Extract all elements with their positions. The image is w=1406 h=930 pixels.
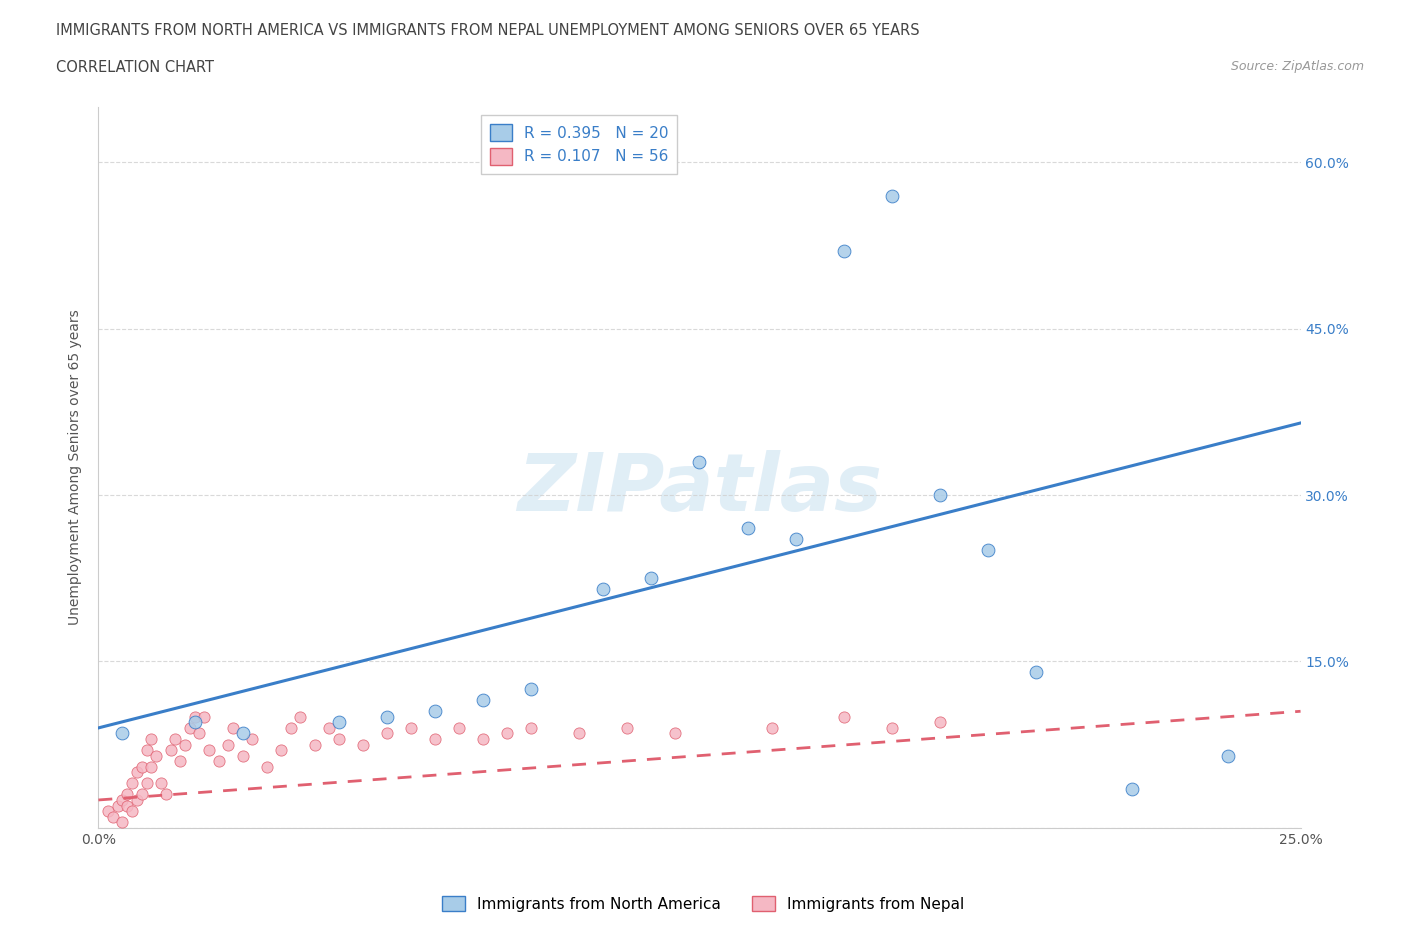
Point bbox=[183, 710, 205, 724]
Point bbox=[928, 487, 950, 502]
Point bbox=[472, 693, 495, 708]
Point bbox=[149, 776, 172, 790]
Point bbox=[520, 721, 543, 736]
Point bbox=[352, 737, 374, 752]
Point bbox=[125, 792, 148, 807]
Point bbox=[496, 726, 519, 741]
Point bbox=[101, 809, 124, 824]
Point bbox=[131, 787, 153, 802]
Point bbox=[423, 732, 446, 747]
Text: IMMIGRANTS FROM NORTH AMERICA VS IMMIGRANTS FROM NEPAL UNEMPLOYMENT AMONG SENIOR: IMMIGRANTS FROM NORTH AMERICA VS IMMIGRA… bbox=[56, 23, 920, 38]
Point bbox=[616, 721, 638, 736]
Point bbox=[737, 521, 759, 536]
Point bbox=[664, 726, 686, 741]
Point bbox=[145, 748, 167, 763]
Point bbox=[328, 732, 350, 747]
Point bbox=[447, 721, 470, 736]
Text: Source: ZipAtlas.com: Source: ZipAtlas.com bbox=[1230, 60, 1364, 73]
Point bbox=[141, 732, 163, 747]
Point bbox=[131, 759, 153, 774]
Point bbox=[270, 743, 292, 758]
Point bbox=[689, 455, 711, 470]
Point bbox=[141, 759, 163, 774]
Point bbox=[165, 732, 187, 747]
Point bbox=[111, 726, 134, 741]
Point bbox=[121, 804, 143, 818]
Point bbox=[375, 726, 398, 741]
Point bbox=[280, 721, 302, 736]
Point bbox=[880, 721, 903, 736]
Point bbox=[785, 532, 807, 547]
Point bbox=[174, 737, 197, 752]
Point bbox=[188, 726, 211, 741]
Point bbox=[304, 737, 326, 752]
Text: CORRELATION CHART: CORRELATION CHART bbox=[56, 60, 214, 75]
Point bbox=[111, 815, 134, 830]
Point bbox=[97, 804, 120, 818]
Point bbox=[117, 798, 139, 813]
Point bbox=[179, 721, 201, 736]
Point bbox=[472, 732, 495, 747]
Point bbox=[977, 543, 1000, 558]
Point bbox=[240, 732, 263, 747]
Legend: Immigrants from North America, Immigrants from Nepal: Immigrants from North America, Immigrant… bbox=[436, 889, 970, 918]
Y-axis label: Unemployment Among Seniors over 65 years: Unemployment Among Seniors over 65 years bbox=[69, 310, 83, 625]
Point bbox=[107, 798, 129, 813]
Point bbox=[761, 721, 783, 736]
Point bbox=[222, 721, 245, 736]
Point bbox=[159, 743, 181, 758]
Point bbox=[399, 721, 422, 736]
Point bbox=[183, 715, 205, 730]
Point bbox=[117, 787, 139, 802]
Point bbox=[318, 721, 340, 736]
Point bbox=[208, 753, 231, 768]
Point bbox=[155, 787, 177, 802]
Text: ZIPatlas: ZIPatlas bbox=[517, 450, 882, 528]
Point bbox=[193, 710, 215, 724]
Point bbox=[1121, 781, 1143, 796]
Point bbox=[640, 571, 662, 586]
Point bbox=[375, 710, 398, 724]
Point bbox=[198, 743, 221, 758]
Point bbox=[232, 748, 254, 763]
Point bbox=[217, 737, 239, 752]
Point bbox=[592, 582, 614, 597]
Point bbox=[111, 792, 134, 807]
Point bbox=[328, 715, 350, 730]
Point bbox=[290, 710, 312, 724]
Point bbox=[232, 726, 254, 741]
Point bbox=[1025, 665, 1047, 680]
Point bbox=[1218, 748, 1240, 763]
Point bbox=[121, 776, 143, 790]
Point bbox=[135, 776, 157, 790]
Point bbox=[256, 759, 278, 774]
Legend: R = 0.395   N = 20, R = 0.107   N = 56: R = 0.395 N = 20, R = 0.107 N = 56 bbox=[481, 114, 678, 174]
Point bbox=[832, 244, 855, 259]
Point bbox=[135, 743, 157, 758]
Point bbox=[568, 726, 591, 741]
Point bbox=[423, 704, 446, 719]
Point bbox=[880, 188, 903, 203]
Point bbox=[125, 764, 148, 779]
Point bbox=[832, 710, 855, 724]
Point bbox=[520, 682, 543, 697]
Point bbox=[928, 715, 950, 730]
Point bbox=[169, 753, 191, 768]
